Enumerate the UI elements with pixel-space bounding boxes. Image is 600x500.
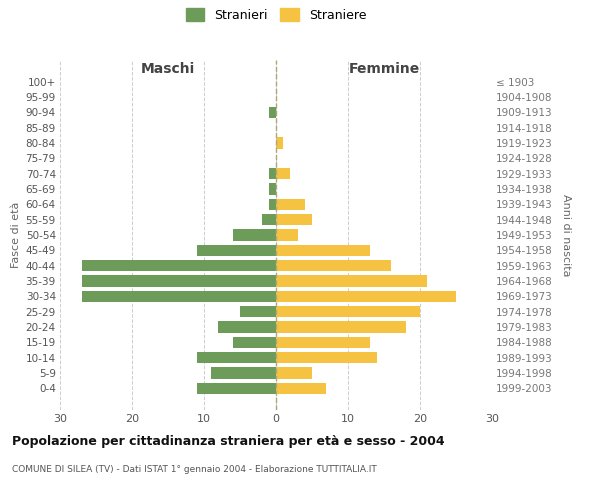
Bar [240, 306, 276, 318]
Bar [197, 244, 276, 256]
Bar [276, 214, 312, 226]
Y-axis label: Fasce di età: Fasce di età [11, 202, 22, 268]
Text: Popolazione per cittadinanza straniera per età e sesso - 2004: Popolazione per cittadinanza straniera p… [12, 435, 445, 448]
Bar [276, 382, 326, 394]
Bar [276, 244, 370, 256]
Bar [276, 198, 305, 210]
Bar [276, 229, 298, 241]
Bar [233, 229, 276, 241]
Bar [197, 382, 276, 394]
Bar [276, 290, 456, 302]
Text: Maschi: Maschi [141, 62, 195, 76]
Bar [276, 322, 406, 333]
Legend: Stranieri, Straniere: Stranieri, Straniere [181, 4, 371, 27]
Bar [269, 106, 276, 118]
Bar [269, 168, 276, 179]
Bar [276, 260, 391, 272]
Bar [276, 352, 377, 364]
Bar [262, 214, 276, 226]
Bar [197, 352, 276, 364]
Bar [269, 198, 276, 210]
Bar [276, 306, 420, 318]
Bar [276, 168, 290, 179]
Y-axis label: Anni di nascita: Anni di nascita [561, 194, 571, 276]
Bar [82, 290, 276, 302]
Bar [276, 368, 312, 379]
Bar [82, 260, 276, 272]
Text: COMUNE DI SILEA (TV) - Dati ISTAT 1° gennaio 2004 - Elaborazione TUTTITALIA.IT: COMUNE DI SILEA (TV) - Dati ISTAT 1° gen… [12, 465, 377, 474]
Bar [82, 276, 276, 287]
Bar [276, 137, 283, 148]
Bar [233, 336, 276, 348]
Bar [218, 322, 276, 333]
Bar [276, 336, 370, 348]
Bar [211, 368, 276, 379]
Text: Femmine: Femmine [349, 62, 419, 76]
Bar [269, 183, 276, 194]
Bar [276, 276, 427, 287]
